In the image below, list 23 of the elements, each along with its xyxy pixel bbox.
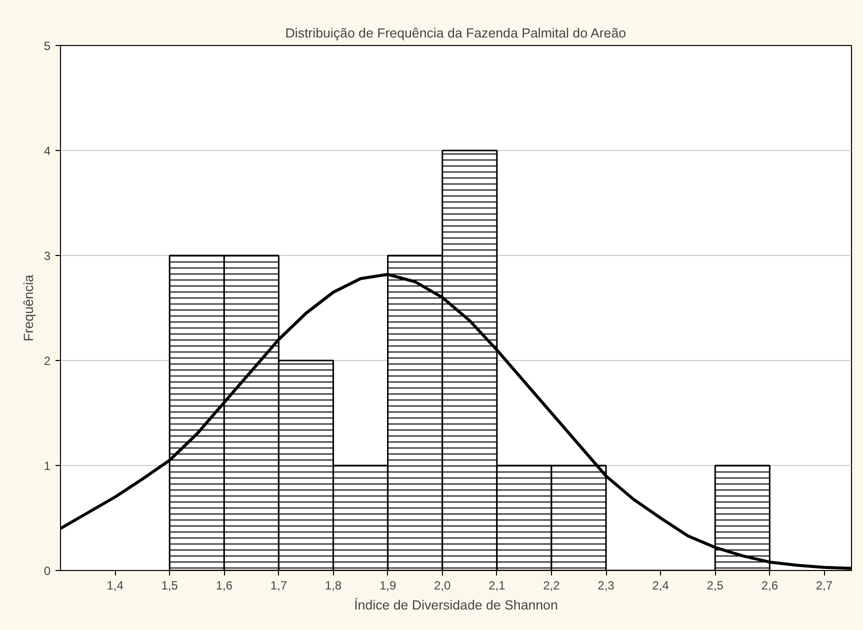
chart-title: Distribuição de Frequência da Fazenda Palmital do Areão: [285, 26, 626, 40]
y-tick-label: 1: [44, 459, 51, 473]
y-axis-title: Frequência: [20, 274, 36, 342]
x-tick-label: 2,3: [598, 578, 615, 592]
y-tick-label: 3: [44, 249, 51, 263]
y-tick-label: 4: [44, 144, 51, 158]
x-tick-label: 2,4: [652, 578, 670, 592]
x-tick-label: 2,2: [543, 578, 560, 592]
x-tick-label: 2,5: [706, 578, 724, 592]
x-tick-label: 2,7: [816, 578, 833, 592]
y-tick-label: 0: [44, 564, 51, 578]
y-tick-label: 5: [44, 39, 51, 53]
x-tick-label: 1,7: [270, 578, 288, 592]
x-tick-label: 2,0: [434, 578, 452, 592]
x-tick-label: 1,8: [324, 578, 342, 592]
x-tick-label: 1,9: [379, 578, 396, 592]
x-tick-label: 2,6: [761, 578, 778, 592]
x-tick-label: 1,4: [106, 578, 124, 592]
y-tick-label: 2: [44, 354, 51, 368]
x-tick-label: 1,5: [161, 578, 178, 592]
x-axis-title: Índice de Diversidade de Shannon: [354, 598, 558, 612]
x-tick-label: 2,1: [488, 578, 506, 592]
x-tick-label: 1,6: [216, 578, 233, 592]
